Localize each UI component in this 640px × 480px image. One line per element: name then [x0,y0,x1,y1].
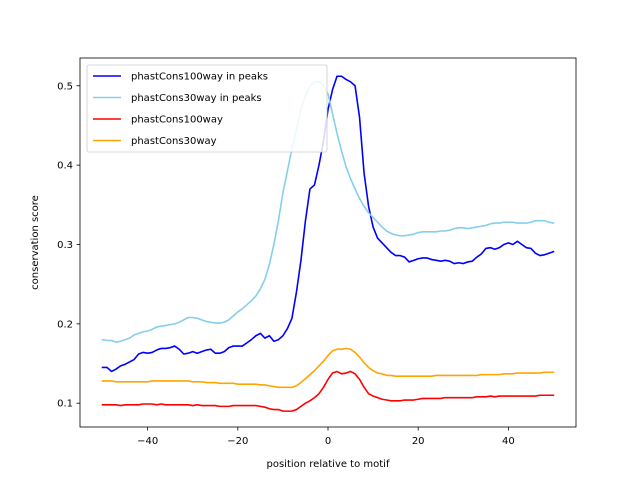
series-layer [101,75,555,412]
series-line-1 [101,81,555,343]
x-tick-label: −40 [137,436,158,447]
legend: phastCons100way in peaks phastCons30way i… [86,64,328,153]
y-tick-label: 0.4 [57,161,73,172]
y-tick-label: 0.1 [57,399,73,410]
legend-label-0: phastCons100way in peaks [131,72,268,83]
series-line-3 [101,347,555,389]
series-line-2 [101,370,555,412]
y-axis-label: conservation score [30,195,41,290]
legend-label-2: phastCons100way [131,115,223,126]
x-axis: −40 −20 0 20 40 [137,427,515,447]
legend-label-1: phastCons30way in peaks [131,93,262,104]
x-tick-label: 0 [325,436,331,447]
x-tick-label: −20 [227,436,248,447]
legend-label-3: phastCons30way [131,136,217,147]
y-axis: 0.1 0.2 0.3 0.4 0.5 [57,81,80,410]
x-tick-label: 40 [502,436,515,447]
y-tick-label: 0.3 [57,240,73,251]
plot-area [79,57,577,428]
x-axis-label: position relative to motif [267,459,390,470]
y-tick-label: 0.5 [57,81,73,92]
x-tick-label: 20 [412,436,425,447]
y-tick-label: 0.2 [57,319,73,330]
series-line-0 [101,75,555,373]
legend-box [86,64,328,153]
